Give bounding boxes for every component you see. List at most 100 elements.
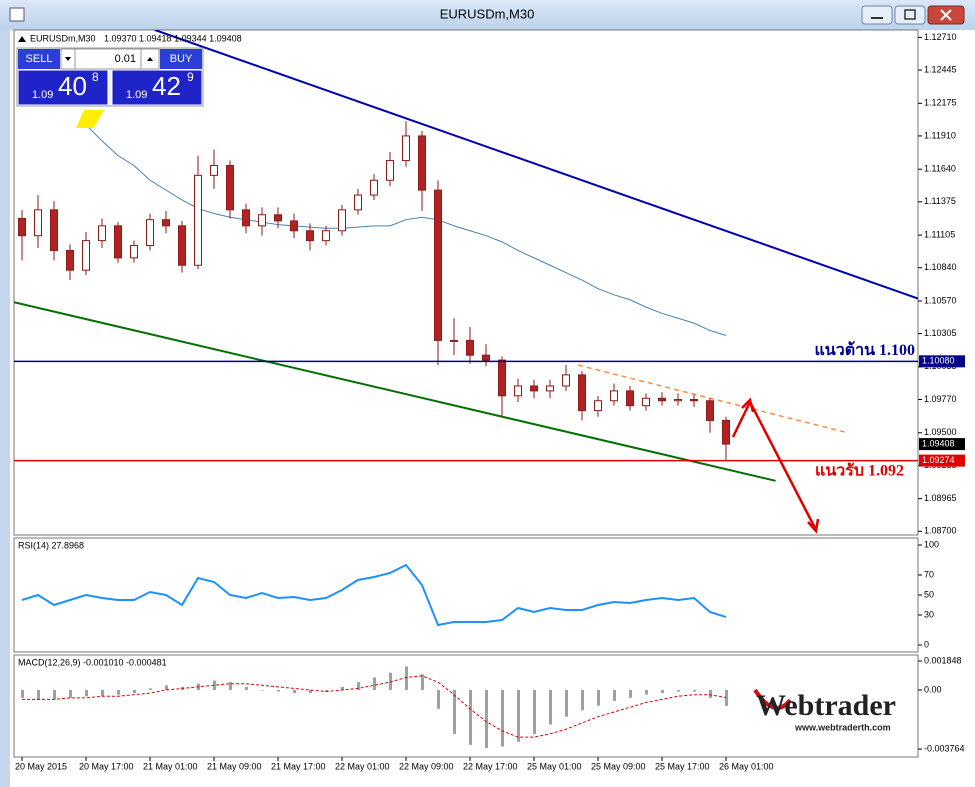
logo: Webtrader www.webtraderth.com (753, 688, 896, 732)
macd-title: MACD(12,26,9) -0.001010 -0.000481 (18, 657, 167, 667)
macd-bar (245, 686, 248, 690)
candle-body (50, 209, 58, 251)
candle-body (498, 359, 506, 397)
macd-bar (485, 689, 488, 749)
candle-body (658, 397, 666, 402)
macd-bar (613, 689, 616, 701)
candle-body (562, 374, 570, 387)
y-tick-label: 0 (924, 639, 929, 649)
macd-bar (213, 680, 216, 690)
macd-bar (133, 689, 136, 694)
window-title: EURUSDm,M30 (440, 6, 535, 21)
x-tick-label: 22 May 01:00 (335, 761, 390, 771)
y-tick-label: 1.12710 (924, 32, 957, 42)
macd-bar (325, 689, 328, 692)
level-annotation: แนวรับ 1.092 (815, 461, 904, 479)
y-tick-label: 1.12445 (924, 64, 957, 74)
level-tag (919, 454, 965, 467)
candle-body (530, 385, 538, 392)
candle-body (674, 399, 682, 402)
macd-bar (597, 689, 600, 706)
buy-button[interactable] (160, 49, 202, 69)
y-tick-label: 50 (924, 589, 934, 599)
logo-url: www.webtraderth.com (794, 722, 891, 732)
maximize-icon (904, 9, 916, 20)
candle-body (482, 354, 490, 361)
x-tick-label: 21 May 01:00 (143, 761, 198, 771)
x-tick-label: 25 May 17:00 (655, 761, 710, 771)
lot-up-icon (147, 57, 153, 61)
candle-body (290, 220, 298, 232)
y-tick-label: 1.10570 (924, 295, 957, 305)
plots: 20 May 2015 20 May 17:00 21 May 01:00 21 Ma… (14, 30, 965, 771)
macd-bar (645, 689, 648, 695)
y-tick-label: -0.003764 (924, 743, 965, 753)
price-panel-frame (13, 29, 919, 536)
candle-body (130, 245, 138, 259)
x-tick-label: 22 May 17:00 (463, 761, 518, 771)
chart-area (10, 30, 975, 787)
candle-body (258, 214, 266, 227)
logo-swoosh (753, 688, 792, 710)
candle-body (274, 214, 282, 222)
y-tick-label: 1.11640 (924, 164, 956, 174)
candle-body (434, 189, 442, 341)
macd-bar (549, 689, 552, 725)
y-tick-label: 1.09770 (924, 394, 957, 404)
rsi-title: RSI(14) 27.8968 (18, 540, 84, 550)
candle-body (402, 135, 410, 162)
y-tick-label: 0.001848 (924, 655, 962, 665)
candle-body (322, 230, 330, 242)
macd-bar (533, 689, 536, 734)
lot-value: 0.01 (115, 53, 136, 65)
macd-bar (357, 682, 360, 690)
maximize-button[interactable] (894, 5, 926, 25)
candle-body (242, 209, 250, 227)
y-tick-label: 100 (924, 539, 939, 549)
level-annotation: แนวต้าน 1.100 (814, 341, 915, 359)
x-tick-label: 26 May 01:00 (719, 761, 774, 771)
arrow-head-up (741, 397, 755, 413)
candle-body (642, 397, 650, 407)
bid-box[interactable] (17, 69, 109, 106)
macd-bar (53, 689, 56, 700)
macd-bar (117, 689, 120, 695)
ohlc-label: 1.09370 1.09418 1.09344 1.09408 (104, 33, 242, 43)
macd-bar (437, 689, 440, 709)
macd-bar (21, 689, 24, 698)
bid-point: 8 (92, 70, 99, 84)
title-bar (0, 0, 975, 30)
yellow-marker (76, 110, 104, 128)
last-price-tag (919, 438, 965, 451)
plot-area (14, 30, 918, 482)
y-tick-label: 30 (924, 609, 934, 619)
candle-body (98, 225, 106, 242)
macd-bar (677, 689, 680, 692)
x-tick-label: 25 May 09:00 (591, 761, 646, 771)
candle-body (626, 390, 634, 407)
macd-bar (517, 689, 520, 742)
x-tick-label: 25 May 01:00 (527, 761, 582, 771)
minimize-button[interactable] (861, 5, 893, 25)
rsi-line (21, 563, 727, 627)
buy-label: BUY (170, 53, 193, 65)
x-tick-label: 20 May 17:00 (79, 761, 134, 771)
candle-body (386, 160, 394, 181)
candle-body (690, 399, 698, 402)
macd-bar (229, 682, 232, 690)
sell-button[interactable] (18, 49, 60, 69)
macd-bar (405, 666, 408, 690)
y-tick-label: 1.09500 (924, 427, 957, 437)
y-tick-label: 1.11375 (924, 196, 956, 206)
sell-label: SELL (26, 53, 53, 65)
candle-body (178, 225, 186, 266)
macd-bar (165, 685, 168, 690)
ask-box[interactable] (111, 69, 203, 106)
level-tag-label: 1.09274 (922, 455, 955, 465)
x-tick-label: 21 May 17:00 (271, 761, 326, 771)
candle-body (354, 194, 362, 211)
macd-bar (85, 689, 88, 697)
candle-body (578, 374, 586, 412)
candle-body (706, 400, 714, 421)
